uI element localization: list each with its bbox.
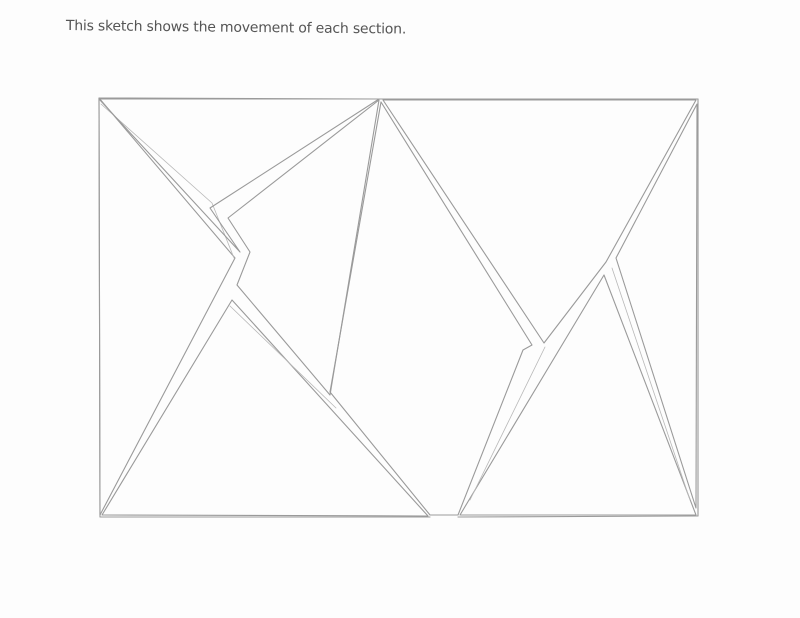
- section-left-triangle-edge-sketch: [100, 103, 235, 259]
- section-right-sliver: [615, 103, 698, 509]
- pencil-texture-stroke: [469, 346, 546, 501]
- section-upper-left: [98, 98, 380, 253]
- section-center: [329, 101, 533, 516]
- pencil-texture-stroke: [611, 267, 691, 501]
- section-upper-right: [382, 99, 697, 344]
- section-bottom-right-triangle: [459, 274, 697, 516]
- section-bottom-left-triangle: [101, 299, 429, 517]
- frame-bottom-edge-right: [457, 515, 699, 518]
- section-left-triangle: [98, 97, 236, 516]
- section-upper-middle: [227, 99, 380, 396]
- pencil-texture-stroke: [229, 305, 337, 409]
